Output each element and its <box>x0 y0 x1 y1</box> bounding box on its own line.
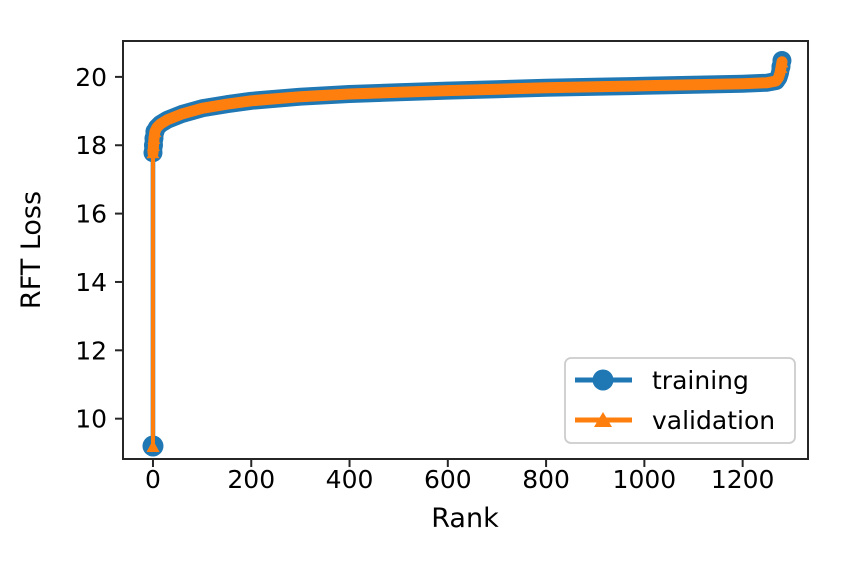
legend: training validation <box>564 357 796 444</box>
axes-spines <box>122 40 809 460</box>
y-tick-label: 10 <box>75 405 107 434</box>
validation-marker-triangle <box>146 139 160 151</box>
validation-marker-triangle <box>146 147 160 159</box>
legend-training-circle-icon <box>592 369 614 391</box>
x-tick-label: 800 <box>522 465 570 494</box>
x-tick-label: 200 <box>227 465 275 494</box>
legend-validation-triangle-icon <box>594 412 612 427</box>
y-tick-label: 20 <box>75 63 107 92</box>
x-tick-label: 0 <box>145 465 161 494</box>
y-tick-label: 18 <box>75 131 107 160</box>
y-tick-label: 12 <box>75 336 107 365</box>
validation-marker-triangle <box>775 56 789 68</box>
y-tick-label: 16 <box>75 200 107 229</box>
x-tick-label: 600 <box>424 465 472 494</box>
series-lines <box>142 50 792 457</box>
validation-outlier-marker <box>146 440 160 453</box>
legend-training-label: training <box>652 366 749 395</box>
x-axis-ticks: 0 200 400 600 800 1000 1200 <box>145 459 774 494</box>
x-axis-label: Rank <box>431 503 499 534</box>
x-tick-label: 1000 <box>613 465 677 494</box>
x-tick-label: 400 <box>326 465 374 494</box>
validation-marker-triangle <box>147 132 161 144</box>
y-tick-label: 14 <box>75 268 107 297</box>
y-axis-label: RFT Loss <box>16 191 47 309</box>
validation-marker-triangle <box>148 126 162 138</box>
validation-curve-band <box>147 56 788 159</box>
legend-validation-label: validation <box>652 406 775 435</box>
y-axis-ticks: 10 12 14 16 18 20 <box>75 63 123 434</box>
x-tick-label: 1200 <box>711 465 775 494</box>
